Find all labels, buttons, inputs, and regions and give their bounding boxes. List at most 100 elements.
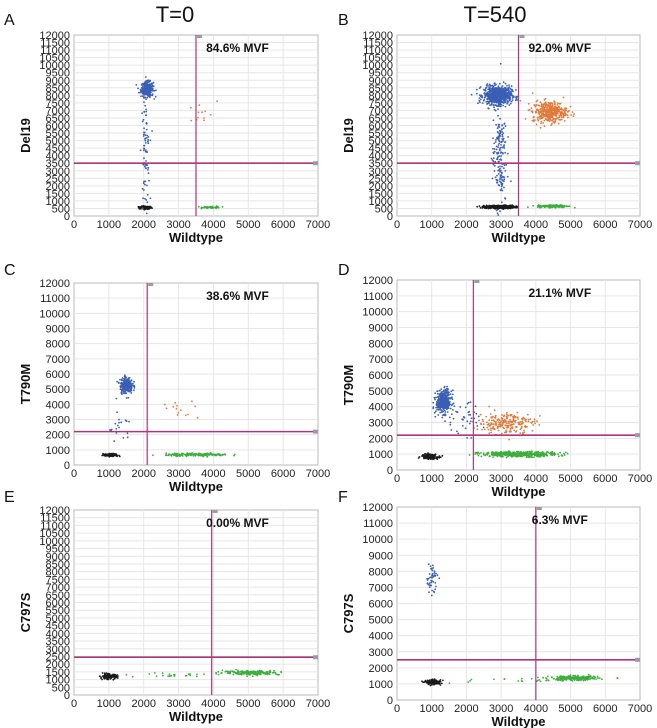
droplet-point [477, 102, 479, 105]
droplet-point [450, 429, 453, 431]
droplet-point [145, 128, 148, 131]
droplet-point [550, 116, 552, 118]
droplet-point [121, 382, 123, 385]
droplet-point [147, 206, 149, 209]
droplet-point [541, 205, 544, 208]
droplet-point [551, 104, 554, 107]
droplet-point [488, 102, 490, 105]
y-tick-label: 11500 [40, 38, 70, 50]
droplet-point [143, 144, 145, 147]
threshold-handle-vertical[interactable] [197, 35, 202, 38]
droplet-point [444, 388, 447, 391]
threshold-handle-horizontal[interactable] [313, 655, 318, 660]
x-tick-label: 0 [71, 219, 77, 231]
droplet-point [148, 179, 150, 182]
droplet-point [497, 139, 500, 141]
droplet-point [145, 87, 148, 89]
threshold-handle-vertical[interactable] [212, 510, 218, 513]
droplet-point [502, 94, 505, 97]
droplet-point [476, 205, 479, 208]
y-tick-label: 8000 [369, 90, 393, 102]
droplet-point [509, 420, 511, 423]
y-tick-label: 5000 [46, 136, 70, 148]
droplet-point [502, 132, 505, 135]
droplet-point [143, 81, 146, 84]
droplet-point [502, 137, 505, 140]
y-tick-label: 2000 [369, 433, 393, 445]
droplet-point [503, 452, 506, 455]
droplet-point [122, 391, 124, 393]
droplet-point [524, 118, 527, 120]
droplet-point [492, 147, 494, 150]
droplet-point [197, 116, 199, 119]
threshold-handle-horizontal[interactable] [635, 161, 640, 166]
droplet-point [115, 397, 118, 400]
panel-e: E0 1000 2000 3000 4000 5000 6000 70000500100015… [4, 489, 330, 724]
droplet-point [147, 85, 149, 88]
droplet-point [499, 451, 502, 454]
droplet-point [220, 671, 223, 674]
droplet-point [496, 158, 498, 161]
x-tick-label: 0 [394, 703, 400, 715]
droplet-point [129, 382, 132, 384]
droplet-point [120, 378, 123, 381]
droplet-point [493, 101, 496, 103]
droplet-point [510, 180, 512, 183]
droplet-point [501, 124, 504, 127]
droplet-point [537, 110, 540, 113]
droplet-point [530, 107, 533, 109]
droplet-point [496, 179, 499, 182]
droplet-point [505, 424, 507, 427]
y-tick-label: 5000 [369, 615, 393, 627]
droplet-point [438, 404, 441, 407]
droplet-point [489, 104, 491, 107]
droplet-point [560, 118, 563, 121]
droplet-point [490, 84, 493, 87]
threshold-handle-horizontal[interactable] [313, 429, 318, 434]
droplet-point [511, 99, 514, 101]
droplet-point [142, 135, 145, 137]
droplet-point [485, 86, 488, 89]
x-tick-label: 7000 [306, 468, 330, 480]
x-tick-label: 6000 [271, 219, 295, 231]
y-tick-label: 5500 [46, 128, 70, 140]
droplet-point [132, 382, 134, 385]
droplet-point [501, 131, 503, 133]
threshold-handle-vertical[interactable] [148, 283, 154, 286]
droplet-point [509, 91, 512, 94]
threshold-handle-vertical[interactable] [519, 35, 525, 38]
mvf-annotation: 0.00% MVF [206, 516, 269, 530]
droplet-point [435, 396, 437, 399]
droplet-point [144, 165, 146, 168]
threshold-handle-horizontal[interactable] [635, 433, 640, 438]
panel-a: A0 1000 2000 3000 4000 5000 6000 70000500100015… [4, 12, 330, 245]
y-tick-label: 6000 [46, 369, 70, 381]
droplet-point [125, 382, 128, 384]
droplet-point [161, 672, 164, 675]
droplet-point [116, 455, 118, 458]
droplet-point [497, 429, 500, 432]
droplet-point [476, 428, 479, 431]
droplet-point [514, 452, 517, 455]
droplet-point [197, 205, 200, 208]
droplet-point [501, 176, 504, 179]
threshold-handle-vertical[interactable] [474, 280, 480, 283]
droplet-point [542, 122, 544, 124]
droplet-point [149, 197, 152, 200]
droplet-point [541, 117, 544, 119]
droplet-point [470, 417, 473, 420]
droplet-point [550, 124, 553, 127]
droplet-point [492, 85, 495, 88]
droplet-point [491, 93, 494, 96]
threshold-handle-horizontal[interactable] [313, 161, 318, 166]
droplet-point [548, 109, 551, 112]
droplet-point [535, 109, 538, 112]
droplet-point [496, 212, 499, 215]
droplet-point [495, 123, 497, 126]
droplet-point [143, 131, 145, 134]
droplet-point [491, 100, 494, 103]
cluster-wildtype-positive [527, 203, 576, 209]
droplet-point [141, 120, 144, 123]
droplet-point [488, 455, 491, 457]
droplet-point [262, 671, 264, 673]
